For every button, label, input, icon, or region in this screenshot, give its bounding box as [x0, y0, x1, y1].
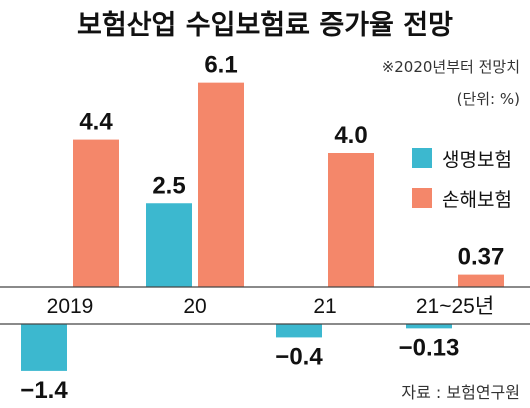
bar-nonlife-2: [328, 153, 374, 287]
bar-life-1: [146, 203, 192, 287]
bar-nonlife-3: [458, 274, 504, 287]
bar-life-0: [21, 324, 67, 371]
legend: 생명보험 손해보험: [412, 148, 512, 211]
value-label-nonlife-3: 0.37: [458, 244, 505, 271]
value-label-nonlife-2: 4.0: [334, 122, 367, 149]
value-label-nonlife-0: 4.4: [79, 109, 113, 136]
x-tick-21: 21: [313, 295, 336, 318]
x-tick-21-25: 21~25년: [416, 295, 494, 318]
value-labels-group: −1.4 4.4 2.5 6.1 −0.4 4.0 −0.13 0.37: [20, 52, 504, 404]
x-tick-20: 20: [183, 295, 206, 318]
bar-life-3: [406, 324, 452, 329]
value-label-life-3: −0.13: [399, 334, 460, 361]
value-label-life-2: −0.4: [275, 343, 323, 370]
value-label-life-0: −1.4: [20, 377, 68, 404]
legend-swatch-life: [412, 148, 432, 168]
x-tick-2019: 2019: [47, 295, 94, 318]
value-label-life-1: 2.5: [152, 172, 185, 199]
bars-group: [21, 82, 504, 371]
legend-swatch-nonlife: [412, 188, 432, 208]
forecast-note: ※2020년부터 전망치: [382, 58, 520, 76]
unit-label: (단위: %): [457, 90, 520, 108]
bar-nonlife-0: [73, 139, 119, 287]
legend-label-nonlife: 손해보험: [442, 189, 512, 211]
bar-life-2: [276, 324, 322, 338]
chart-title: 보험산업 수입보험료 증가율 전망: [77, 10, 453, 41]
bar-nonlife-1: [198, 82, 244, 288]
value-label-nonlife-1: 6.1: [204, 52, 237, 79]
legend-label-life: 생명보험: [442, 149, 512, 171]
source-note: 자료 : 보험연구원: [401, 383, 520, 402]
